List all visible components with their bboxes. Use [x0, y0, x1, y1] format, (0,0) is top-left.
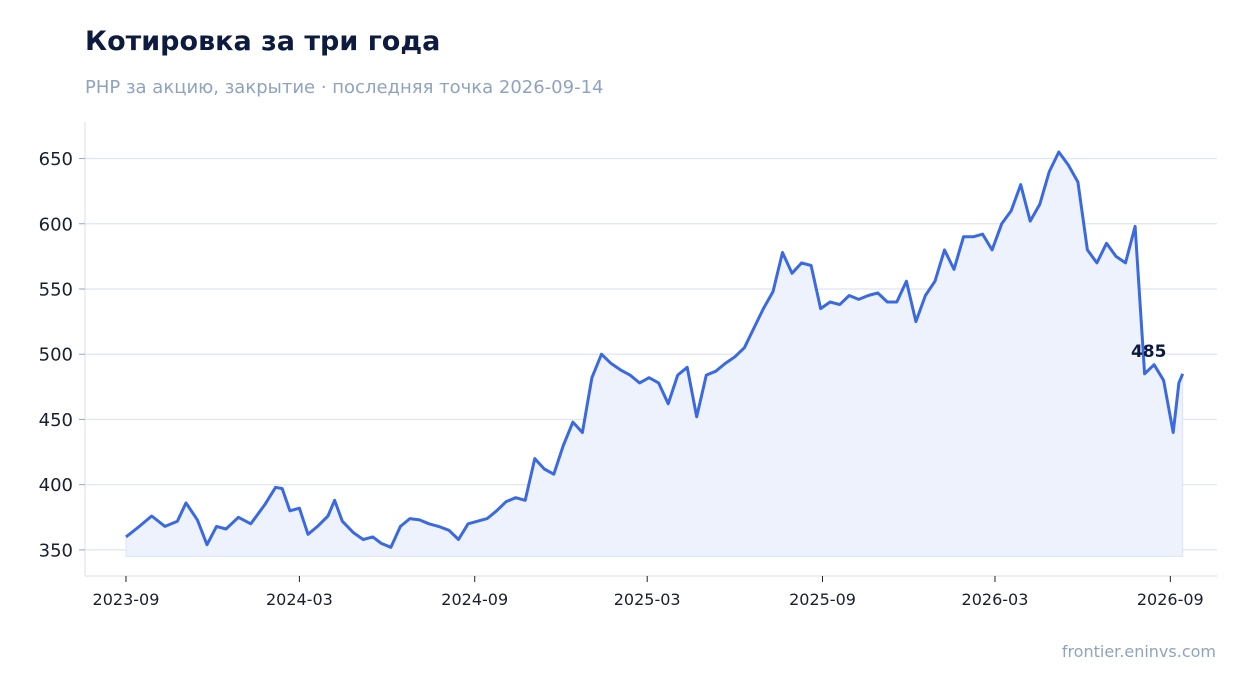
xtick-label-2025-03: 2025-03 — [614, 590, 681, 609]
price-line — [125, 150, 1185, 549]
xtick-label-2024-09: 2024-09 — [441, 590, 508, 609]
xtick-label-2026-03: 2026-03 — [962, 590, 1029, 609]
last-price-label: 485 — [1131, 342, 1167, 362]
axes — [84, 122, 1217, 577]
chart-subtitle: PHP за акцию, закрытие · последняя точка… — [85, 77, 604, 98]
ytick-label-600: 600 — [39, 214, 73, 235]
source-footer: frontier.eninvs.com — [1061, 642, 1216, 661]
ytick-label-400: 400 — [39, 475, 73, 496]
xtick-label-2024-03: 2024-03 — [266, 590, 333, 609]
chart-title: Котировка за три года — [85, 26, 441, 57]
ytick-label-500: 500 — [39, 345, 73, 366]
xtick-label-2023-09: 2023-09 — [93, 590, 160, 609]
xtick-label-2025-09: 2025-09 — [789, 590, 856, 609]
ytick-label-450: 450 — [39, 410, 73, 431]
ytick-label-650: 650 — [39, 149, 73, 170]
ytick-label-550: 550 — [39, 279, 73, 300]
x-axis-ticks: 2023-09 2024-03 2024-09 2025-03 2025-09 2026-… — [93, 576, 1204, 609]
xtick-label-2026-09: 2026-09 — [1137, 590, 1204, 609]
ytick-label-350: 350 — [39, 540, 73, 561]
y-axis-ticks: 350 400 450 500 550 600 650 — [39, 149, 85, 561]
